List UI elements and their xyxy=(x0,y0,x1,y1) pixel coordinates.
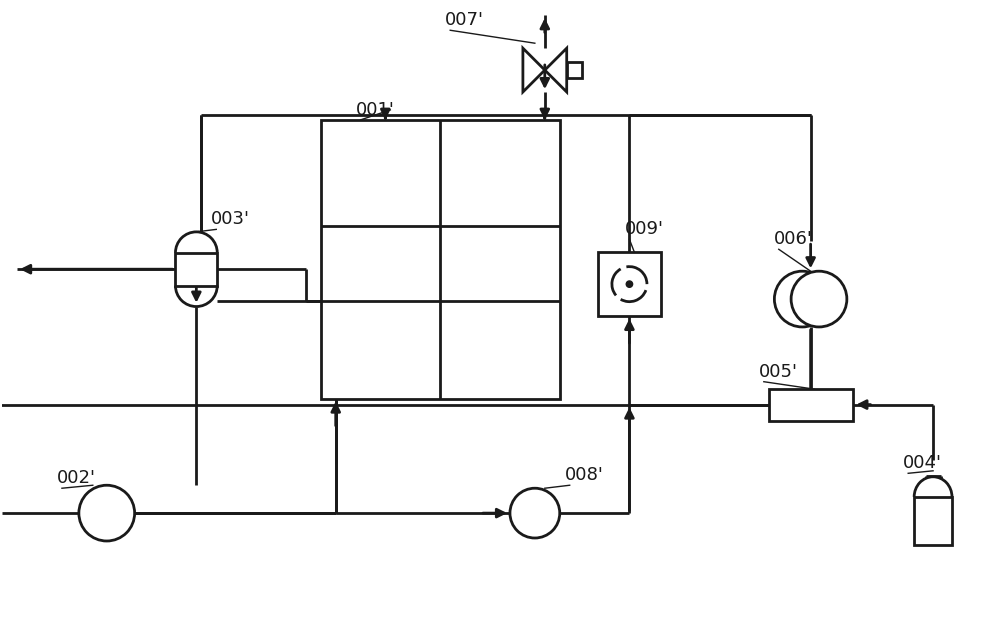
Circle shape xyxy=(626,281,633,287)
Circle shape xyxy=(791,271,847,327)
Bar xyxy=(321,120,560,399)
Polygon shape xyxy=(545,48,567,92)
Bar xyxy=(567,62,582,78)
Text: 003': 003' xyxy=(211,210,250,228)
Bar xyxy=(175,253,217,286)
Circle shape xyxy=(510,488,560,538)
Circle shape xyxy=(79,485,135,541)
Bar xyxy=(598,252,661,316)
Text: 007': 007' xyxy=(445,11,484,30)
Text: 001': 001' xyxy=(356,101,395,119)
Polygon shape xyxy=(523,48,545,92)
Bar xyxy=(914,497,952,545)
Text: 005': 005' xyxy=(759,363,798,381)
Text: 009': 009' xyxy=(624,220,663,238)
Bar xyxy=(769,389,853,421)
Text: 004': 004' xyxy=(903,454,942,472)
Text: 002': 002' xyxy=(57,469,96,487)
Circle shape xyxy=(774,271,830,327)
Text: 008': 008' xyxy=(565,466,604,484)
Text: 006': 006' xyxy=(774,230,813,248)
